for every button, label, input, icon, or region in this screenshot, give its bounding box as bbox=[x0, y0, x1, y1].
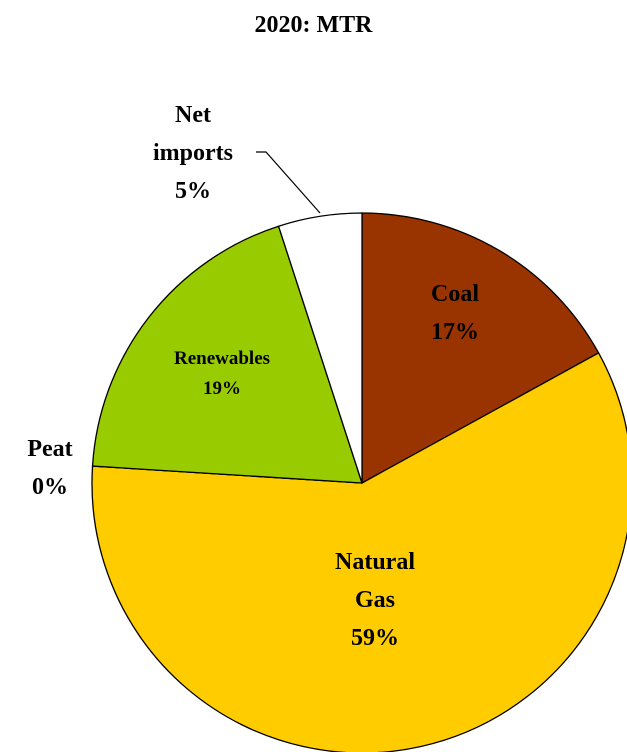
leader-line bbox=[256, 151, 321, 214]
category-label: Renewables bbox=[173, 347, 271, 369]
category-label: Coal bbox=[431, 280, 479, 307]
slice-label: Natural Gas 59% bbox=[315, 543, 435, 658]
slice-label: Net imports 5% bbox=[138, 96, 248, 211]
value-label: 0% bbox=[32, 473, 68, 500]
category-label: Net imports bbox=[153, 101, 233, 166]
value-label: 5% bbox=[175, 178, 211, 205]
pie-slice bbox=[91, 352, 627, 752]
slice-label: Peat 0% bbox=[5, 430, 95, 507]
pie-slice bbox=[361, 212, 600, 485]
chart-title: 2020: MTR bbox=[254, 12, 373, 38]
pie-slice bbox=[277, 212, 363, 484]
slice-label: Coal 17% bbox=[395, 275, 515, 352]
value-label: 59% bbox=[351, 625, 399, 652]
category-label: Natural Gas bbox=[335, 548, 415, 613]
value-label: 19% bbox=[203, 377, 241, 399]
category-label: Peat bbox=[27, 435, 73, 462]
slice-label: Renewables 19% bbox=[142, 344, 302, 405]
value-label: 17% bbox=[431, 318, 479, 345]
pie-slice bbox=[91, 225, 363, 484]
